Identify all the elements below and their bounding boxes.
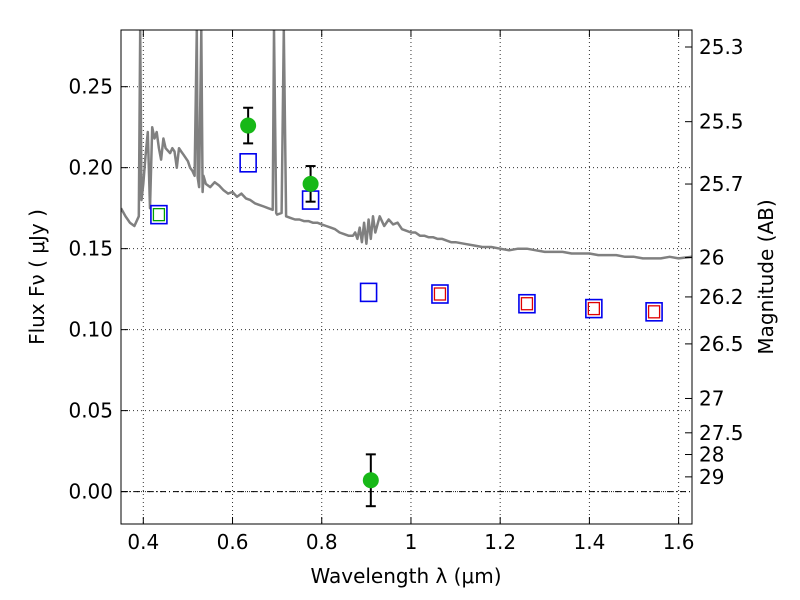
right-tick-label: 29 [699,465,724,489]
observed-flux-point [240,117,257,134]
x-tick-label: 1.6 [663,530,695,554]
model-spectrum-line [121,30,692,260]
right-tick-label: 26.5 [699,332,744,356]
observed-flux-point [302,175,319,192]
plot-frame [120,29,693,525]
model-red-marker [433,287,447,301]
y-tick-label: 0.25 [68,75,113,99]
model-photometry-marker [431,284,449,304]
model-red-marker [647,305,661,319]
observed-flux-point [362,472,379,489]
model-photometry-marker [239,153,257,173]
y-tick-label: 0.05 [68,399,113,423]
x-tick-label: 0.8 [306,530,338,554]
right-tick-label: 25.7 [699,172,744,196]
model-photometry-marker [645,302,663,322]
model-red-marker [520,297,534,311]
right-tick-label: 26.2 [699,285,744,309]
model-photometry-marker [518,293,536,314]
y-tick-label: 0.00 [68,480,113,504]
right-axis-title: Magnitude (AB) [754,199,778,354]
model-photometry-marker [359,282,378,303]
y-tick-label: 0.10 [68,318,113,342]
right-tick-label: 25.3 [699,35,744,59]
y-tick-label: 0.20 [68,156,113,180]
x-tick-label: 0.6 [217,530,249,554]
model-photometry-marker [585,298,603,319]
grid-layer [121,30,692,524]
tick-layer: 0.4 0.6 0.8 1 1.2 1.4 1.6 0.00 0.05 0.10 0.15 0.20 0… [68,30,744,554]
right-tick-label: 27 [699,386,724,410]
model-green-marker [152,207,166,222]
right-tick-label: 28 [699,443,724,467]
y-axis-title: Flux Fν ( μJy ) [25,209,49,345]
right-tick-label: 26 [699,246,724,270]
spectrum-layer [121,30,692,260]
y-tick-label: 0.15 [68,237,113,261]
x-tick-label: 0.4 [127,530,159,554]
x-tick-label: 1 [405,530,418,554]
x-tick-label: 1.2 [484,530,516,554]
model-photometry-marker [150,204,168,225]
x-axis-title: Wavelength λ (μm) [310,564,501,588]
right-tick-label: 25.5 [699,110,744,134]
model-red-marker [587,301,601,316]
marker-layer [150,106,663,508]
x-tick-label: 1.4 [573,530,605,554]
right-tick-label: 27.5 [699,421,744,445]
